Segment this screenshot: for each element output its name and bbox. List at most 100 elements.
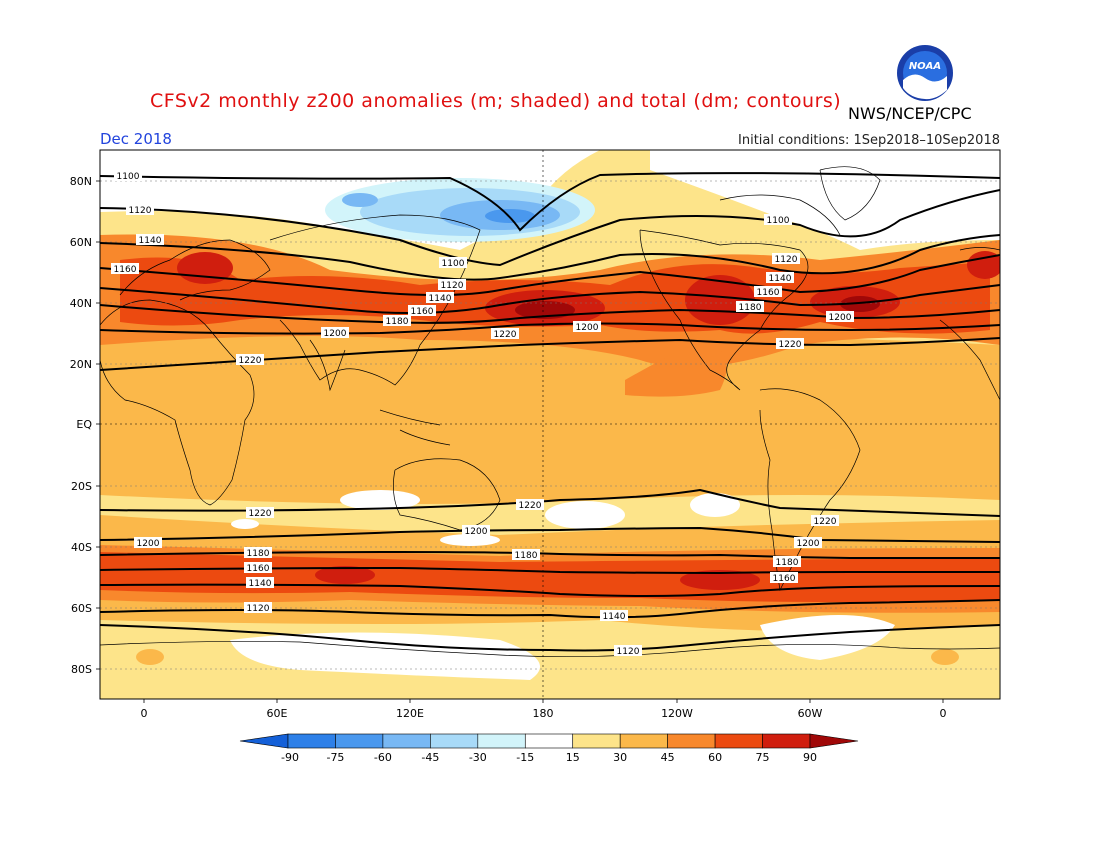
svg-text:1120: 1120 <box>775 255 798 265</box>
svg-text:1220: 1220 <box>814 517 837 527</box>
axis-ticks <box>96 180 944 703</box>
colorbar-swatch <box>477 733 526 749</box>
colorbar-label: 90 <box>803 751 817 764</box>
contour-label: 1100 <box>114 170 142 182</box>
contour-label: 1200 <box>134 537 162 549</box>
colorbar-swatch <box>524 733 574 749</box>
contour-label: 1220 <box>811 515 839 527</box>
svg-text:1160: 1160 <box>114 265 137 275</box>
colorbar-label: -90 <box>281 751 299 764</box>
lon-label: 0 <box>141 707 148 720</box>
svg-text:1180: 1180 <box>739 303 762 313</box>
contour-label: 1180 <box>512 549 540 561</box>
lat-label: 20N <box>70 358 92 371</box>
lat-label: 40S <box>71 541 92 554</box>
colorbar-label: 60 <box>708 751 722 764</box>
lon-label: 60E <box>267 707 288 720</box>
svg-text:1220: 1220 <box>249 509 272 519</box>
svg-text:1180: 1180 <box>386 317 409 327</box>
contour-label: 1180 <box>736 301 764 313</box>
colorbar-swatch <box>430 733 479 749</box>
colorbar-swatch <box>335 733 384 749</box>
colorbar-label: 45 <box>661 751 675 764</box>
svg-text:1200: 1200 <box>829 313 852 323</box>
svg-text:1140: 1140 <box>249 579 272 589</box>
contour-label: 1160 <box>111 263 139 275</box>
contour-label: 1200 <box>573 321 601 333</box>
contour-label: 1200 <box>321 327 349 339</box>
svg-text:1160: 1160 <box>757 288 780 298</box>
svg-text:1140: 1140 <box>769 274 792 284</box>
svg-text:1220: 1220 <box>494 330 517 340</box>
colorbar-swatch <box>619 733 668 749</box>
svg-text:1100: 1100 <box>767 216 790 226</box>
contour-label: 1160 <box>408 305 436 317</box>
lon-label: 120W <box>661 707 693 720</box>
contour-label: 1220 <box>491 328 519 340</box>
colorbar-label: -30 <box>469 751 487 764</box>
contour-label: 1220 <box>776 338 804 350</box>
initial-conditions: Initial conditions: 1Sep2018–10Sep2018 <box>738 133 1000 148</box>
contour-label: 1140 <box>136 234 164 246</box>
contour-label: 1120 <box>614 645 642 657</box>
lat-label: 80S <box>71 663 92 676</box>
svg-text:1200: 1200 <box>324 329 347 339</box>
svg-text:1200: 1200 <box>797 539 820 549</box>
colorbar-label: 75 <box>756 751 770 764</box>
contour-label: 1140 <box>426 292 454 304</box>
contour-label: 1220 <box>246 507 274 519</box>
contour-label: 1140 <box>600 610 628 622</box>
svg-text:1220: 1220 <box>519 501 542 511</box>
svg-text:1140: 1140 <box>429 294 452 304</box>
colorbar-swatch <box>762 733 811 749</box>
contour-label: 1120 <box>438 279 466 291</box>
svg-text:1100: 1100 <box>442 259 465 269</box>
colorbar: -90 -75 -60 -45 -30 -15 15 30 45 60 75 90 <box>239 733 859 764</box>
contour-label: 1120 <box>126 204 154 216</box>
lon-label: 180 <box>533 707 554 720</box>
contour-label: 1180 <box>244 547 272 559</box>
colorbar-arrow-high <box>809 733 859 749</box>
svg-text:1180: 1180 <box>515 551 538 561</box>
lat-label: 60S <box>71 602 92 615</box>
lon-label: 60W <box>798 707 823 720</box>
svg-text:1180: 1180 <box>776 558 799 568</box>
colorbar-swatch <box>287 733 336 749</box>
height-contours <box>100 172 1000 652</box>
colorbar-swatch <box>714 733 763 749</box>
svg-text:1200: 1200 <box>465 527 488 537</box>
svg-text:1120: 1120 <box>617 647 640 657</box>
contour-label: 1180 <box>383 315 411 327</box>
lat-label: 40N <box>70 297 92 310</box>
agency-label: NWS/NCEP/CPC <box>848 104 972 123</box>
svg-text:NOAA: NOAA <box>909 61 941 72</box>
svg-text:1100: 1100 <box>117 172 140 182</box>
lat-label: EQ <box>76 418 92 431</box>
colorbar-label: 30 <box>613 751 627 764</box>
svg-text:1160: 1160 <box>773 574 796 584</box>
contour-label: 1100 <box>439 257 467 269</box>
colorbar-label: -15 <box>516 751 534 764</box>
contour-label: 1120 <box>772 253 800 265</box>
contour-label: 1200 <box>826 311 854 323</box>
contour-labels: 1100112011401160110011201140116011801200… <box>111 170 854 657</box>
colorbar-swatch <box>572 733 621 749</box>
lon-label: 0 <box>940 707 947 720</box>
contour-label: 1140 <box>246 577 274 589</box>
lat-label: 20S <box>71 480 92 493</box>
colorbar-label: 15 <box>566 751 580 764</box>
svg-text:1200: 1200 <box>576 323 599 333</box>
svg-text:1180: 1180 <box>247 549 270 559</box>
contour-label: 1220 <box>516 499 544 511</box>
contour-label: 1160 <box>754 286 782 298</box>
chart-title: CFSv2 monthly z200 anomalies (m; shaded)… <box>150 90 842 112</box>
colorbar-swatch <box>382 733 431 749</box>
contour-label: 1100 <box>764 214 792 226</box>
latitude-axis: 80N 60N 40N 20N EQ 20S 40S 60S 80S <box>70 175 93 676</box>
contour-label: 1120 <box>244 602 272 614</box>
forecast-month: Dec 2018 <box>100 130 172 148</box>
contour-label: 1160 <box>244 562 272 574</box>
contour-label: 1200 <box>794 537 822 549</box>
colorbar-label: -75 <box>326 751 344 764</box>
colorbar-label: -60 <box>374 751 392 764</box>
